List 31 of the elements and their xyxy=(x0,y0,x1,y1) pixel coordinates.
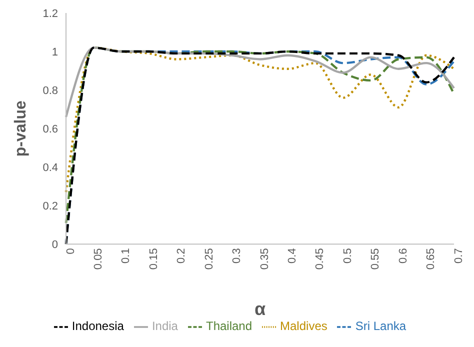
x-tick-label: 0.45 xyxy=(314,248,326,270)
legend-label: India xyxy=(152,319,178,334)
legend-label: Maldives xyxy=(280,319,328,334)
y-axis-title: p-value xyxy=(12,100,30,157)
x-tick-label: 0.25 xyxy=(203,248,216,270)
legend-label: Thailand xyxy=(206,319,252,334)
x-tick-label: 0.05 xyxy=(92,248,105,270)
line-series xyxy=(64,46,456,118)
y-tick-label: 0 xyxy=(52,239,58,252)
y-tick-label: 0.4 xyxy=(42,162,58,174)
x-tick-label: 0.7 xyxy=(452,248,465,264)
x-tick-label: 0.55 xyxy=(370,248,382,270)
x-tick-label: 0.2 xyxy=(176,248,188,264)
x-tick-label: 0.3 xyxy=(231,248,244,264)
x-tick-label: 0 xyxy=(64,248,77,254)
x-tick-label: 0.65 xyxy=(425,248,438,270)
legend-label: Sri Lanka xyxy=(355,319,406,334)
x-tick-label: 0.6 xyxy=(397,248,410,264)
legend-label: Indonesia xyxy=(72,319,124,334)
x-tick-label: 0.5 xyxy=(342,248,354,264)
y-tick-label: 1.2 xyxy=(42,8,58,20)
x-axis-title: α xyxy=(254,299,266,320)
x-tick-label: 0.15 xyxy=(148,248,160,270)
x-tick-label: 0.1 xyxy=(120,248,132,264)
y-tick-label: 0.2 xyxy=(42,200,58,213)
x-tick-label: 0.4 xyxy=(286,248,299,264)
x-tick-label: 0.35 xyxy=(258,248,271,270)
y-tick-label: 0.8 xyxy=(42,84,58,97)
y-tick-label: 1 xyxy=(52,46,58,58)
line-series xyxy=(64,46,456,194)
y-tick-label: 0.6 xyxy=(42,123,58,136)
